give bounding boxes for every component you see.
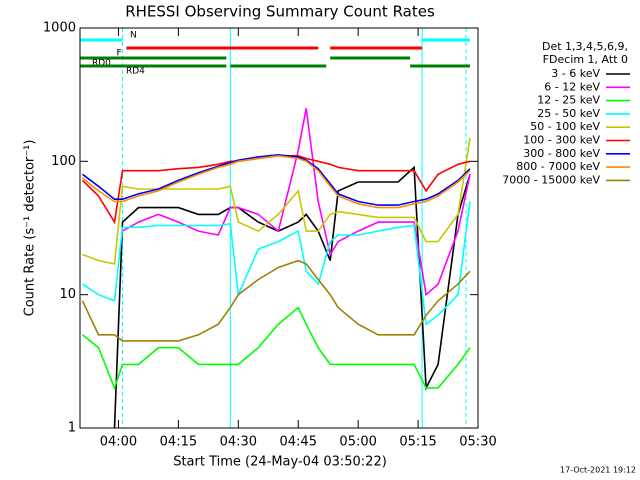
legend-label: 12 - 25 keV	[537, 94, 600, 107]
y-tick-label: 10	[59, 287, 76, 302]
legend-label: 300 - 800 keV	[523, 147, 600, 160]
legend-label: 7000 - 15000 keV	[502, 173, 600, 186]
flag-label: RD4	[126, 67, 145, 77]
legend-label: 100 - 300 keV	[523, 134, 600, 147]
x-tick-label: 04:30	[220, 435, 257, 450]
y-tick-label: 100	[51, 154, 76, 169]
footer: 17-Oct-2021 19:12	[560, 466, 636, 475]
x-tick-label: 05:30	[459, 435, 496, 450]
series-line	[81, 306, 471, 391]
x-tick-label: 05:00	[339, 435, 376, 450]
legend-label: 6 - 12 keV	[544, 80, 600, 93]
y-tick-label: 1	[68, 421, 76, 436]
legend-label: 50 - 100 keV	[530, 120, 600, 133]
plot-frame	[79, 27, 479, 429]
series-line	[82, 153, 471, 206]
legend-header: FDecim 1, Att 0	[543, 53, 628, 66]
legend-header: Det 1,3,4,5,6,9,	[542, 40, 628, 53]
x-tick-label: 04:15	[160, 435, 197, 450]
y-tick-label: 1000	[43, 21, 76, 36]
legend-label: 25 - 50 keV	[537, 107, 600, 120]
flag-label: F	[116, 49, 121, 59]
flag-label: RD0	[92, 59, 111, 69]
flag-label: N	[130, 31, 137, 41]
series-line	[82, 201, 471, 326]
y-axis-label: Count Rate (s⁻¹ detector⁻¹)	[23, 140, 38, 317]
legend-label: 3 - 6 keV	[551, 67, 600, 80]
legend-label: 800 - 7000 keV	[516, 160, 600, 173]
series-line	[82, 137, 471, 265]
x-axis-label: Start Time (24-May-04 03:50:22)	[173, 455, 387, 470]
x-tick-label: 05:15	[399, 435, 436, 450]
chart-title: RHESSI Observing Summary Count Rates	[125, 3, 435, 21]
x-tick-label: 04:45	[280, 435, 317, 450]
series-line	[81, 154, 471, 209]
series-line	[81, 259, 471, 342]
series-line	[122, 108, 471, 297]
x-tick-label: 04:00	[100, 435, 137, 450]
